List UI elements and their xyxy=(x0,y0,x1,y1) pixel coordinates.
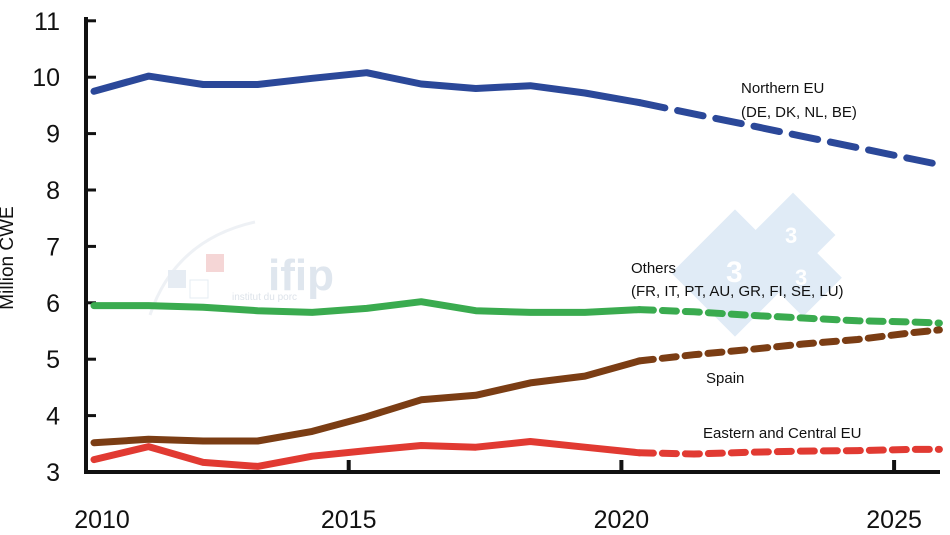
series-line-others-actual xyxy=(90,298,643,316)
series-line-eastern-central-eu-actual xyxy=(90,438,643,470)
y-tick-label: 3 xyxy=(46,459,60,487)
series-line-northern-eu-projection xyxy=(635,99,943,169)
x-tick-label: 2010 xyxy=(74,506,130,534)
y-tick-label: 9 xyxy=(46,121,60,149)
watermark-swoosh xyxy=(148,220,256,316)
watermark-square-1 xyxy=(168,270,186,288)
watermark-badge-digit-3: 3 xyxy=(795,265,807,290)
annotation-northern-eu-line-2: (DE, DK, NL, BE) xyxy=(741,104,857,121)
x-ticks: 2010 2015 2020 2025 xyxy=(74,460,922,534)
y-tick-label: 10 xyxy=(32,64,60,92)
x-tick-label: 2015 xyxy=(321,506,377,534)
y-axis-label: Million CWE xyxy=(0,206,18,309)
watermark-tagline: institut du porc xyxy=(232,292,297,303)
annotation-eastern-central-eu: Eastern and Central EU xyxy=(703,425,861,442)
series-annotations: Northern EU (DE, DK, NL, BE) Others (FR,… xyxy=(631,80,861,442)
series-line-spain-projection xyxy=(635,326,943,365)
watermark: ifip institut du porc 3 3 3 xyxy=(148,192,842,337)
watermark-square-3 xyxy=(189,279,209,299)
annotation-spain: Spain xyxy=(706,370,744,387)
series-layer xyxy=(90,69,943,470)
watermark-badge-digit-2: 3 xyxy=(785,223,797,248)
watermark-square-2 xyxy=(206,254,224,272)
x-tick-label: 2020 xyxy=(594,506,650,534)
y-tick-label: 8 xyxy=(46,177,60,205)
series-line-spain-actual xyxy=(90,357,643,447)
y-tick-label: 11 xyxy=(34,8,60,36)
series-line-others-projection xyxy=(635,306,943,327)
watermark-brand: ifip xyxy=(268,251,334,300)
y-tick-label: 7 xyxy=(46,233,60,261)
watermark-badge: 3 3 3 xyxy=(671,192,842,337)
series-line-eastern-central-eu-projection xyxy=(635,445,943,458)
x-tick-label: 2025 xyxy=(866,506,922,534)
annotation-northern-eu-line-1: Northern EU xyxy=(741,80,824,97)
y-ticks: 3 4 5 6 7 8 9 10 11 xyxy=(32,8,96,487)
watermark-badge-digit-1: 3 xyxy=(726,256,743,289)
y-tick-label: 4 xyxy=(46,403,60,431)
y-tick-label: 5 xyxy=(46,346,60,374)
annotation-others-line-1: Others xyxy=(631,260,676,277)
y-tick-label: 6 xyxy=(46,290,60,318)
series-line-northern-eu-actual xyxy=(90,69,643,107)
annotation-others-line-2: (FR, IT, PT, AU, GR, FI, SE, LU) xyxy=(631,283,844,300)
